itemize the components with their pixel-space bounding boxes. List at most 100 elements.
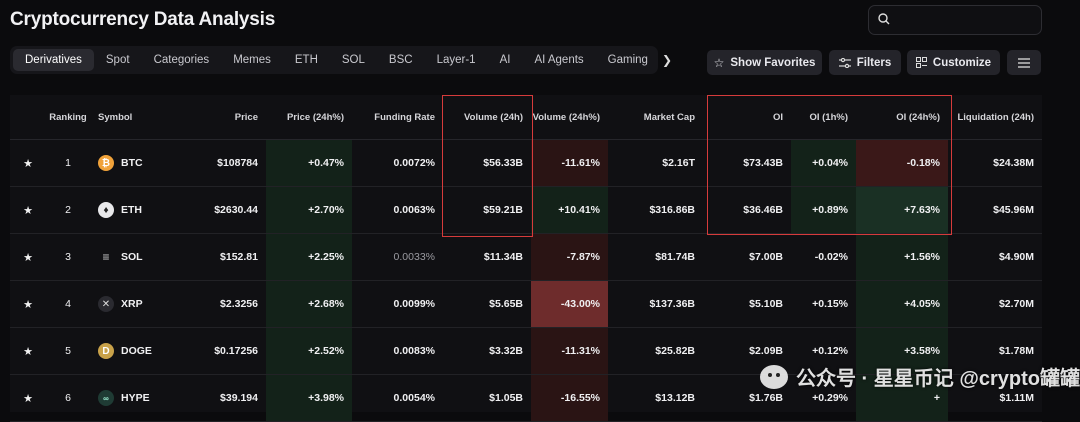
tab-derivatives[interactable]: Derivatives bbox=[13, 49, 94, 71]
volume-cell: $5.65B bbox=[443, 280, 531, 328]
table-header: Ranking Symbol Price Price (24h%) Fundin… bbox=[10, 95, 1042, 140]
oi-24h-cell: +7.63% bbox=[856, 186, 948, 234]
hype-coin-icon: ∞ bbox=[98, 390, 114, 406]
customize-button[interactable]: Customize bbox=[907, 50, 1000, 75]
star-icon[interactable]: ★ bbox=[23, 345, 33, 358]
column-header-ranking[interactable]: Ranking bbox=[46, 95, 90, 140]
funding-rate-cell: 0.0054% bbox=[352, 374, 443, 422]
column-header-volume[interactable]: Volume (24h) bbox=[443, 95, 531, 140]
price-change-cell: +2.68% bbox=[266, 280, 352, 328]
column-header-price-change[interactable]: Price (24h%) bbox=[266, 95, 352, 140]
volume-change-cell: -43.00% bbox=[531, 280, 608, 328]
rank-cell: 1 bbox=[46, 139, 90, 187]
price-change-cell: +0.47% bbox=[266, 139, 352, 187]
oi-1h-cell: -0.02% bbox=[791, 233, 856, 281]
column-header-symbol[interactable]: Symbol bbox=[90, 95, 180, 140]
tab-layer1[interactable]: Layer-1 bbox=[436, 54, 476, 66]
symbol-cell: D DOGE bbox=[98, 343, 172, 359]
show-favorites-button[interactable]: ☆ Show Favorites bbox=[707, 50, 822, 75]
liquidation-cell: $45.96M bbox=[948, 186, 1042, 234]
table-row[interactable]: ★ 3 ≡ SOL $152.81 +2.25% 0.0033% $11.34B … bbox=[10, 233, 1042, 281]
rank-cell: 3 bbox=[46, 233, 90, 281]
oi-cell: $5.10B bbox=[703, 280, 791, 328]
market-cap-cell: $81.74B bbox=[608, 233, 703, 281]
tab-ai[interactable]: AI bbox=[499, 54, 511, 66]
price-cell: $152.81 bbox=[180, 233, 266, 281]
column-header-liquidation[interactable]: Liquidation (24h) bbox=[948, 95, 1042, 140]
symbol-cell: ∞ HYPE bbox=[98, 390, 172, 406]
rank-cell: 4 bbox=[46, 280, 90, 328]
volume-cell: $56.33B bbox=[443, 139, 531, 187]
symbol-label: ETH bbox=[121, 204, 142, 216]
watermark-text: 公众号 · 星星币记 @crypto罐罐 bbox=[796, 368, 1080, 390]
volume-change-cell: -11.61% bbox=[531, 139, 608, 187]
star-icon[interactable]: ★ bbox=[23, 204, 33, 217]
table-row[interactable]: ★ 4 ✕ XRP $2.3256 +2.68% 0.0099% $5.65B -… bbox=[10, 280, 1042, 328]
price-cell: $0.17256 bbox=[180, 327, 266, 375]
filters-label: Filters bbox=[856, 56, 892, 69]
price-cell: $2630.44 bbox=[180, 186, 266, 234]
rank-cell: 2 bbox=[46, 186, 90, 234]
search-input[interactable] bbox=[868, 5, 1042, 35]
column-header-volume-change[interactable]: Volume (24h%) bbox=[531, 95, 608, 140]
oi-24h-cell: +4.05% bbox=[856, 280, 948, 328]
volume-change-cell: +10.41% bbox=[531, 186, 608, 234]
filters-button[interactable]: Filters bbox=[829, 50, 901, 75]
price-change-cell: +2.52% bbox=[266, 327, 352, 375]
star-icon[interactable]: ★ bbox=[23, 392, 33, 405]
price-cell: $2.3256 bbox=[180, 280, 266, 328]
chevron-right-icon[interactable]: ❯ bbox=[661, 53, 673, 67]
doge-coin-icon: D bbox=[98, 343, 114, 359]
price-change-cell: +3.98% bbox=[266, 374, 352, 422]
market-cap-cell: $2.16T bbox=[608, 139, 703, 187]
oi-cell: $36.46B bbox=[703, 186, 791, 234]
price-cell: $108784 bbox=[180, 139, 266, 187]
tab-ai-agents[interactable]: AI Agents bbox=[534, 54, 584, 66]
sol-coin-icon: ≡ bbox=[102, 250, 110, 264]
volume-change-cell: -16.55% bbox=[531, 374, 608, 422]
star-icon[interactable]: ★ bbox=[23, 157, 33, 170]
oi-cell: $73.43B bbox=[703, 139, 791, 187]
watermark: 公众号 · 星星币记 @crypto罐罐 bbox=[760, 362, 1080, 391]
category-tabs: Derivatives Spot Categories Memes ETH SO… bbox=[10, 46, 672, 74]
tab-memes[interactable]: Memes bbox=[233, 54, 271, 66]
oi-24h-cell: +1.56% bbox=[856, 233, 948, 281]
table-row[interactable]: ★ 1 ₿ BTC $108784 +0.47% 0.0072% $56.33B … bbox=[10, 139, 1042, 187]
column-header-oi-1h[interactable]: OI (1h%) bbox=[791, 95, 856, 140]
tab-bsc[interactable]: BSC bbox=[388, 54, 413, 66]
tab-categories[interactable]: Categories bbox=[153, 54, 210, 66]
star-outline-icon: ☆ bbox=[713, 55, 725, 70]
sliders-icon bbox=[838, 57, 851, 68]
symbol-label: XRP bbox=[121, 298, 143, 310]
oi-1h-cell: +0.89% bbox=[791, 186, 856, 234]
oi-24h-cell: +3.58% bbox=[856, 327, 948, 375]
market-cap-cell: $25.82B bbox=[608, 327, 703, 375]
volume-change-cell: -7.87% bbox=[531, 233, 608, 281]
star-icon[interactable]: ★ bbox=[23, 251, 33, 264]
column-header-oi[interactable]: OI bbox=[703, 95, 791, 140]
volume-cell: $1.05B bbox=[443, 374, 531, 422]
menu-button[interactable] bbox=[1007, 50, 1041, 75]
tab-spot[interactable]: Spot bbox=[105, 54, 130, 66]
table-row[interactable]: ★ 5 D DOGE $0.17256 +2.52% 0.0083% $3.32B… bbox=[10, 327, 1042, 375]
grid-icon bbox=[915, 57, 927, 68]
tab-sol[interactable]: SOL bbox=[341, 54, 365, 66]
volume-cell: $3.32B bbox=[443, 327, 531, 375]
column-header-oi-24h[interactable]: OI (24h%) bbox=[856, 95, 948, 140]
market-cap-cell: $137.36B bbox=[608, 280, 703, 328]
tab-eth[interactable]: ETH bbox=[294, 54, 318, 66]
column-header-funding-rate[interactable]: Funding Rate bbox=[352, 95, 443, 140]
customize-label: Customize bbox=[932, 56, 992, 69]
fav-column-header bbox=[10, 95, 46, 140]
rank-cell: 5 bbox=[46, 327, 90, 375]
column-header-price[interactable]: Price bbox=[180, 95, 266, 140]
tab-gaming[interactable]: Gaming bbox=[607, 54, 648, 66]
oi-24h-cell: -0.18% bbox=[856, 139, 948, 187]
show-favorites-label: Show Favorites bbox=[730, 56, 816, 69]
funding-rate-cell: 0.0099% bbox=[352, 280, 443, 328]
star-icon[interactable]: ★ bbox=[23, 298, 33, 311]
table-row[interactable]: ★ 2 ♦ ETH $2630.44 +2.70% 0.0063% $59.21B… bbox=[10, 186, 1042, 234]
symbol-cell: ✕ XRP bbox=[98, 296, 172, 312]
liquidation-cell: $2.70M bbox=[948, 280, 1042, 328]
column-header-market-cap[interactable]: Market Cap bbox=[608, 95, 703, 140]
